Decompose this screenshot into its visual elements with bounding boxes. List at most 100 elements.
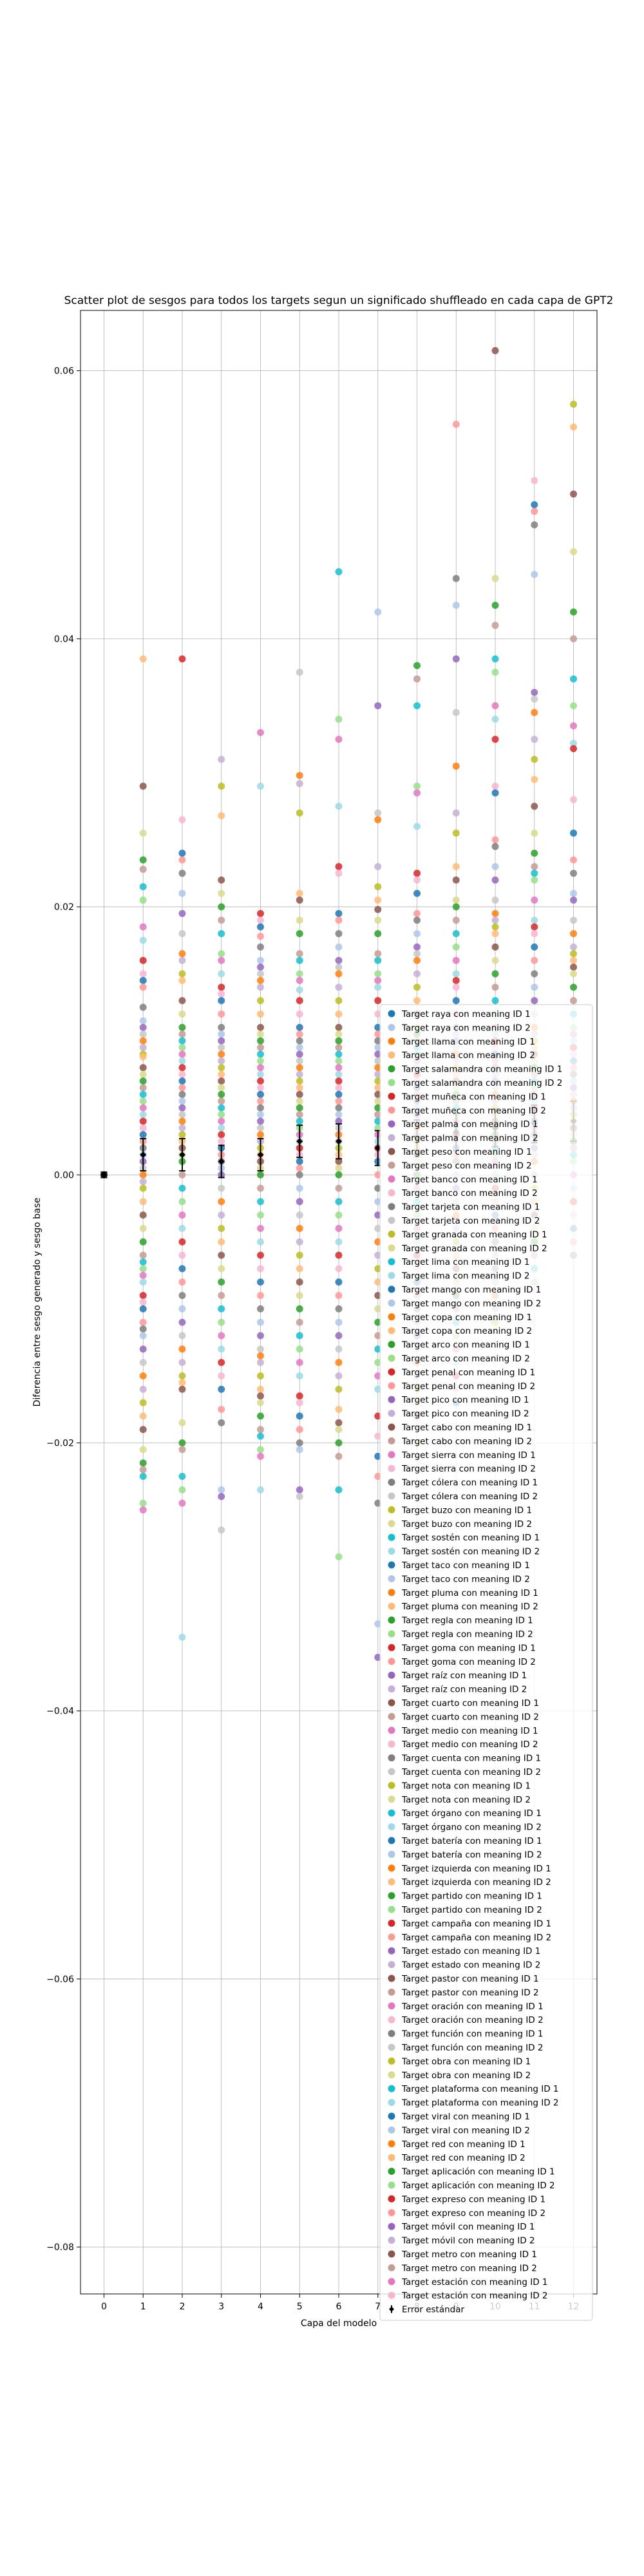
legend-marker (388, 1354, 395, 1362)
scatter-point (335, 983, 343, 991)
scatter-point (139, 1171, 147, 1179)
legend-marker (388, 2030, 395, 2038)
scatter-point (531, 735, 538, 743)
scatter-point (218, 956, 225, 964)
scatter-point (335, 1184, 343, 1192)
scatter-point (491, 715, 499, 723)
scatter-point (335, 1359, 343, 1367)
scatter-point (570, 950, 578, 958)
scatter-point (218, 1010, 225, 1018)
mean-marker (178, 1151, 185, 1159)
scatter-point (218, 1084, 225, 1092)
scatter-point (335, 1070, 343, 1078)
scatter-point (570, 930, 578, 938)
scatter-point (296, 1225, 303, 1233)
scatter-point (570, 963, 578, 971)
scatter-point (491, 668, 499, 676)
scatter-point (296, 1359, 303, 1367)
legend-marker (388, 2237, 395, 2244)
scatter-point (218, 1332, 225, 1340)
legend-entry: Target palma con meaning ID 1 (401, 1119, 538, 1130)
scatter-point (178, 869, 186, 877)
legend-marker (388, 1533, 395, 1541)
scatter-point (178, 1030, 186, 1038)
legend-marker (388, 1781, 395, 1789)
scatter-point (570, 889, 578, 897)
scatter-point (531, 688, 538, 696)
scatter-point (491, 930, 499, 938)
scatter-point (256, 1352, 264, 1359)
scatter-point (335, 1265, 343, 1273)
legend-marker (388, 1327, 395, 1334)
scatter-point (491, 782, 499, 790)
scatter-point (413, 956, 421, 964)
scatter-point (570, 401, 578, 408)
legend-marker (388, 1947, 395, 1955)
scatter-point (139, 1030, 147, 1038)
scatter-point (452, 421, 460, 428)
scatter-point (256, 1305, 264, 1312)
scatter-point (178, 1044, 186, 1052)
scatter-point (256, 782, 264, 790)
scatter-point (256, 1332, 264, 1340)
scatter-point (413, 822, 421, 830)
scatter-point (178, 1345, 186, 1353)
scatter-point (374, 905, 382, 913)
mean-marker (336, 1138, 342, 1145)
scatter-point (139, 923, 147, 931)
legend-marker (388, 1341, 395, 1349)
legend-entry: Target llama con meaning ID 2 (401, 1050, 535, 1061)
legend-marker (388, 1023, 395, 1031)
scatter-point (256, 1251, 264, 1259)
scatter-point (570, 896, 578, 904)
scatter-point (335, 916, 343, 924)
legend-marker (388, 2168, 395, 2175)
scatter-point (256, 1057, 264, 1065)
scatter-point (256, 1318, 264, 1326)
legend-entry: Target tarjeta con meaning ID 1 (401, 1202, 540, 1213)
scatter-point (570, 856, 578, 864)
scatter-point (374, 950, 382, 958)
legend-marker (388, 2140, 395, 2148)
legend-entry: Target nota con meaning ID 2 (401, 1795, 531, 1805)
scatter-point (374, 883, 382, 891)
scatter-point (218, 1044, 225, 1052)
scatter-point (296, 1392, 303, 1400)
scatter-point (570, 608, 578, 616)
legend-entry: Target banco con meaning ID 2 (401, 1188, 538, 1198)
scatter-point (413, 869, 421, 877)
scatter-point (178, 1037, 186, 1045)
scatter-point (256, 956, 264, 964)
scatter-point (531, 507, 538, 515)
legend-marker (388, 2112, 395, 2120)
scatter-point (178, 1104, 186, 1112)
scatter-point (491, 997, 499, 1005)
legend-entry: Target obra con meaning ID 1 (401, 2056, 531, 2067)
scatter-point (570, 702, 578, 710)
y-tick-label: −0.02 (46, 1439, 74, 1449)
scatter-point (296, 1057, 303, 1065)
legend-marker (388, 1809, 395, 1817)
scatter-point (139, 1271, 147, 1279)
scatter-point (139, 896, 147, 904)
legend-marker (388, 1410, 395, 1417)
legend-entry: Target nota con meaning ID 1 (401, 1781, 531, 1791)
legend-entry: Target arco con meaning ID 2 (401, 1354, 530, 1364)
legend-marker (388, 1313, 395, 1321)
scatter-point (335, 909, 343, 917)
scatter-point (139, 1070, 147, 1078)
scatter-point (218, 1211, 225, 1219)
scatter-point (139, 1053, 147, 1061)
scatter-point (296, 1251, 303, 1259)
legend-entry: Target viral con meaning ID 2 (401, 2125, 530, 2136)
legend-marker (388, 1368, 395, 1376)
scatter-point (335, 1050, 343, 1058)
scatter-point (413, 997, 421, 1005)
scatter-point (218, 1493, 225, 1501)
legend-marker (388, 1230, 395, 1238)
scatter-point (218, 916, 225, 924)
scatter-point (256, 1184, 264, 1192)
legend-marker (388, 1451, 395, 1459)
scatter-point (218, 1526, 225, 1534)
scatter-point (178, 889, 186, 897)
